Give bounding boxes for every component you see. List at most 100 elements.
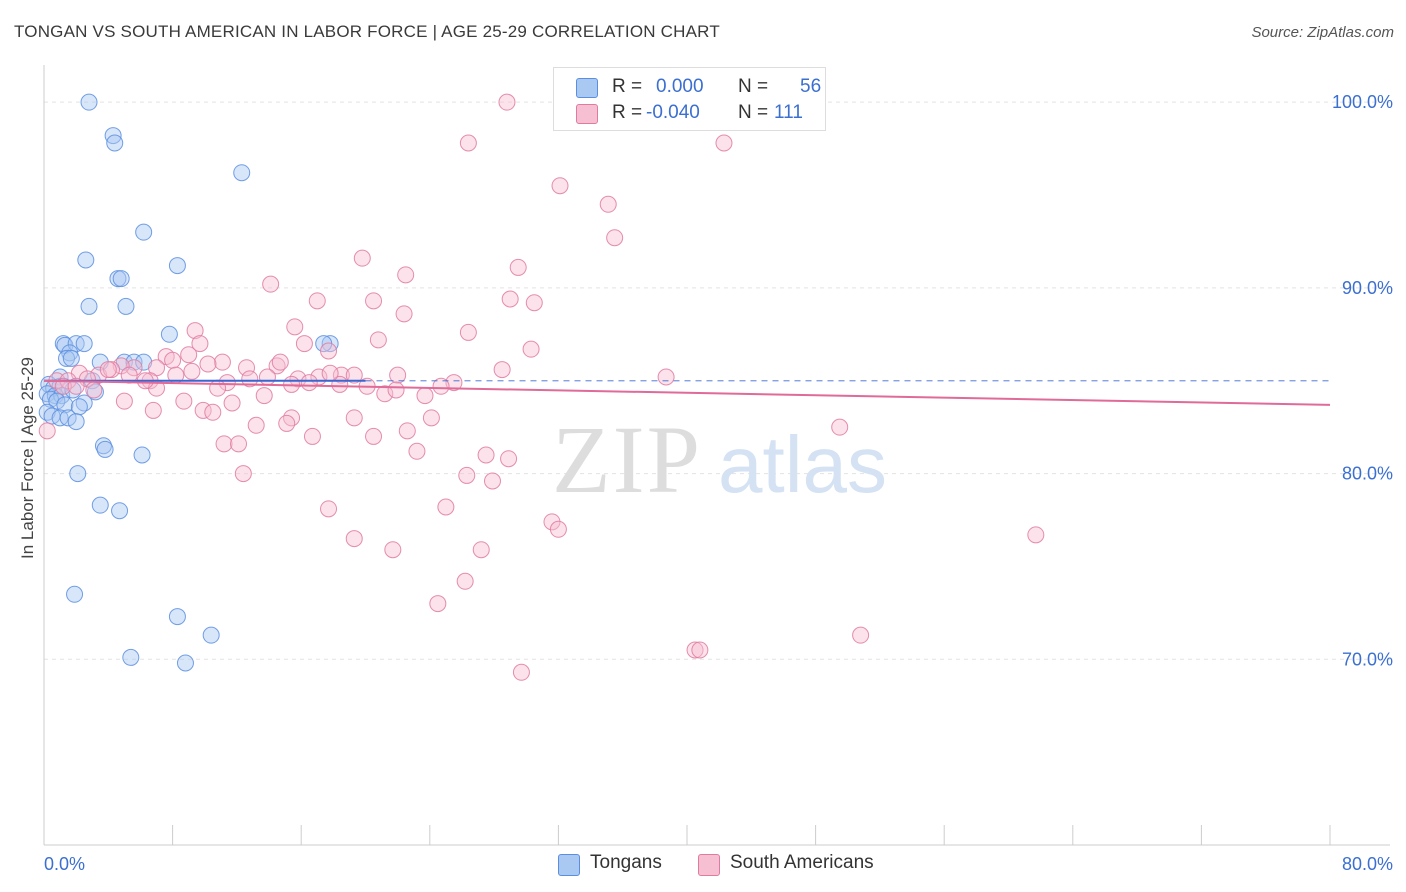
south-american-point	[599, 195, 617, 213]
south-american-point	[234, 465, 252, 483]
south-american-point	[308, 292, 326, 310]
tongan-point	[160, 325, 178, 343]
tongan-point	[62, 349, 80, 367]
tongan-point	[233, 164, 251, 182]
south-american-point	[199, 355, 217, 373]
south-american-point	[209, 379, 227, 397]
tongan-point	[135, 353, 153, 371]
r-label: R =	[612, 76, 643, 97]
tongan-point	[59, 409, 77, 427]
south-american-point	[512, 663, 530, 681]
south-american-point	[459, 134, 477, 152]
stats-legend: R = 0.000 N = 56 R = -0.040 N = 111	[553, 67, 826, 131]
south-american-point	[458, 466, 476, 484]
y-tick-label: 80.0%	[1342, 464, 1393, 484]
x-tick-label-min: 0.0%	[44, 854, 85, 874]
tongan-point	[111, 502, 129, 520]
south-american-point	[238, 359, 256, 377]
tongan-point	[168, 257, 186, 275]
south-american-point	[416, 387, 434, 405]
south-american-point	[320, 500, 338, 518]
south-american-point	[186, 322, 204, 340]
south-american-point	[445, 374, 463, 392]
south-american-point	[247, 416, 265, 434]
south-american-point	[459, 323, 477, 341]
south-american-point	[320, 342, 338, 360]
south-american-point	[522, 340, 540, 358]
south-american-point	[283, 409, 301, 427]
south-american-point	[498, 93, 516, 111]
south-american-point	[422, 409, 440, 427]
south-american-point	[549, 520, 567, 538]
tongan-point	[69, 465, 87, 483]
tongans-legend-swatch	[558, 854, 580, 876]
south-american-point	[255, 387, 273, 405]
tongan-point	[106, 134, 124, 152]
tongan-point	[70, 398, 88, 416]
svg-text:ZIP: ZIP	[552, 406, 702, 513]
south-american-point	[715, 134, 733, 152]
svg-text:atlas: atlas	[718, 420, 887, 509]
n-label: N =	[738, 102, 769, 123]
tongan-point	[80, 93, 98, 111]
south-american-point	[144, 401, 162, 419]
tongan-point	[56, 396, 74, 414]
axes	[43, 65, 1390, 846]
tongan-point	[125, 353, 143, 371]
south-american-point	[551, 177, 569, 195]
south-american-point	[278, 414, 296, 432]
south-american-point	[258, 368, 276, 386]
south-americans-trend-line	[43, 379, 1331, 406]
tick-labels: 70.0% 80.0% 90.0% 100.0% 0.0% 80.0%	[44, 92, 1393, 874]
south-american-point	[180, 346, 198, 364]
tongan-point	[91, 496, 109, 514]
south-american-point	[500, 450, 518, 468]
south-american-point	[345, 409, 363, 427]
south-american-point	[387, 381, 405, 399]
x-tick-label-max: 80.0%	[1342, 854, 1393, 874]
south-americans-legend-label: South Americans	[730, 852, 874, 873]
south-american-point	[191, 335, 209, 353]
tongan-point	[77, 251, 95, 269]
tongan-point	[58, 349, 76, 367]
south-american-point	[1027, 526, 1045, 544]
south-american-point	[493, 361, 511, 379]
south-american-point	[223, 394, 241, 412]
south-american-point	[204, 403, 222, 421]
south-american-point	[345, 530, 363, 548]
r-value: -0.040	[646, 102, 700, 123]
y-tick-label: 90.0%	[1342, 278, 1393, 298]
south-american-point	[429, 595, 447, 613]
south-american-point	[389, 366, 407, 384]
tongan-point	[202, 626, 220, 644]
south-american-point	[501, 290, 519, 308]
tongan-point	[168, 608, 186, 626]
south-american-point	[691, 641, 709, 659]
south-american-point	[456, 572, 474, 590]
south-american-point	[175, 392, 193, 410]
south-american-point	[164, 351, 182, 369]
south-american-point	[376, 385, 394, 403]
south-american-point	[606, 229, 624, 247]
south-american-point	[183, 362, 201, 380]
source-label: Source: ZipAtlas.com	[1251, 24, 1394, 41]
south-american-point	[432, 377, 450, 395]
south-american-point	[213, 353, 231, 371]
south-american-point	[99, 361, 117, 379]
r-value: 0.000	[656, 76, 704, 97]
n-value: 56	[800, 76, 822, 97]
south-americans-swatch	[576, 104, 598, 124]
south-american-point	[509, 258, 527, 276]
tongan-point	[80, 297, 98, 315]
r-label: R =	[612, 102, 643, 123]
south-american-point	[38, 422, 56, 440]
south-american-point	[262, 275, 280, 293]
y-tick-label: 70.0%	[1342, 649, 1393, 669]
south-american-point	[300, 374, 318, 392]
south-american-point	[852, 626, 870, 644]
chart-title: TONGAN VS SOUTH AMERICAN IN LABOR FORCE …	[14, 22, 720, 41]
tongan-point	[66, 585, 84, 603]
south-american-point	[483, 472, 501, 490]
tongan-point	[117, 297, 135, 315]
